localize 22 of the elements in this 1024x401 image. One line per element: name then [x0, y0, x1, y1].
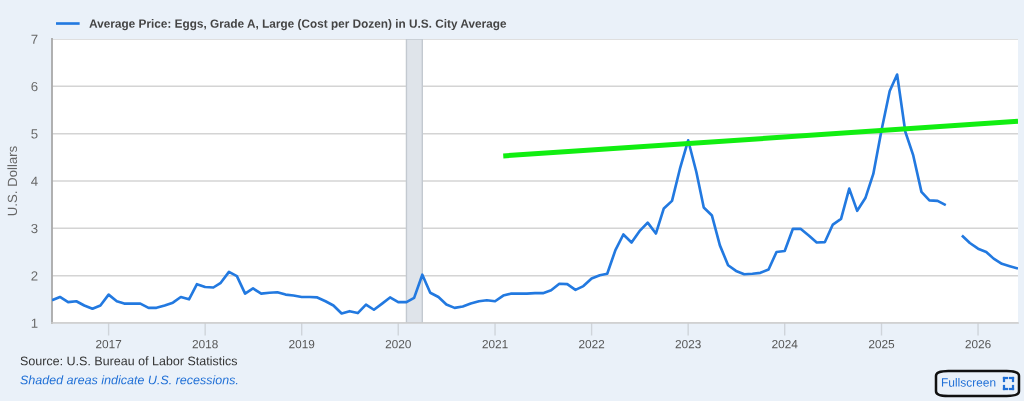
x-tick-label: 2020	[385, 339, 411, 349]
y-tick-label: 2	[31, 271, 38, 281]
x-tick-label: 2025	[868, 339, 895, 349]
y-tick-label: 3	[31, 223, 38, 234]
source-note: Source: U.S. Bureau of Labor Statistics	[20, 356, 238, 366]
x-tick-label: 2022	[579, 339, 605, 349]
x-tick-label: 2017	[96, 339, 122, 349]
text: Fullscreen	[941, 377, 996, 387]
y-tick-label: 5	[31, 129, 38, 139]
x-tick-label: 2026	[965, 339, 991, 349]
x-tick-label: 2023	[675, 339, 701, 349]
y-tick-label: 1	[31, 318, 38, 328]
y-tick-label: 6	[31, 81, 38, 92]
y-tick-label: 7	[31, 34, 38, 44]
x-tick-label: 2018	[192, 339, 218, 349]
x-tick-label: 2024	[772, 339, 798, 349]
legend-label: Average Price: Eggs, Grade A, Large (Cost per Dozen) in U.S. City Average	[89, 19, 507, 31]
text: Shaded areas indicate U.S. recessions.	[20, 375, 238, 385]
x-tick-label: 2019	[289, 339, 315, 349]
y-axis-title: U.S. Dollars	[7, 146, 18, 216]
y-tick-label: 4	[31, 176, 38, 186]
x-tick-label: 2021	[482, 339, 508, 349]
